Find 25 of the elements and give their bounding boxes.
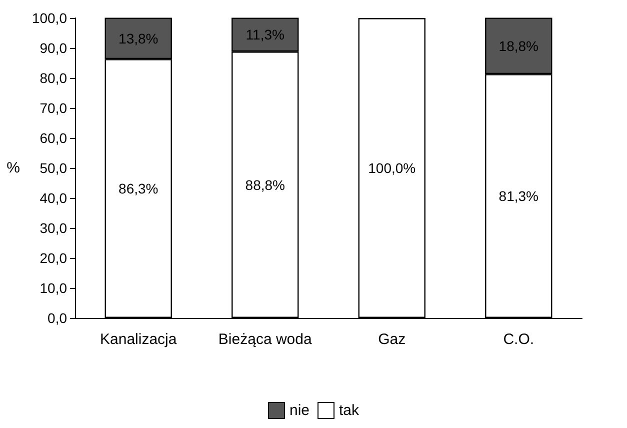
legend-label: nie (289, 402, 310, 419)
y-axis-title: % (6, 160, 20, 176)
x-tick-label: Bieżąca woda (218, 331, 312, 348)
y-tick-label: 70,0 (40, 100, 68, 116)
data-label: 100,0% (368, 160, 416, 176)
y-tick-label: 10,0 (40, 280, 68, 296)
y-tick-label: 90,0 (40, 40, 68, 56)
data-label: 18,8% (498, 38, 538, 54)
y-tick-label: 30,0 (40, 220, 68, 236)
legend-label: tak (339, 402, 360, 419)
x-tick-label: Gaz (378, 331, 406, 348)
y-tick-label: 60,0 (40, 130, 68, 146)
data-label: 86,3% (118, 180, 158, 197)
y-tick-label: 0,0 (48, 310, 68, 326)
data-label: 13,8% (118, 30, 158, 46)
data-label: 81,3% (498, 188, 538, 204)
data-label: 88,8% (245, 176, 285, 193)
y-tick-label: 40,0 (40, 190, 68, 206)
y-tick-label: 80,0 (40, 70, 68, 86)
x-tick-label: Kanalizacja (100, 331, 178, 348)
x-tick-label: C.O. (503, 331, 534, 348)
y-tick-label: 100,0 (32, 10, 68, 26)
y-tick-label: 50,0 (40, 160, 68, 176)
y-tick-label: 20,0 (40, 250, 68, 266)
data-label: 11,3% (246, 26, 284, 43)
